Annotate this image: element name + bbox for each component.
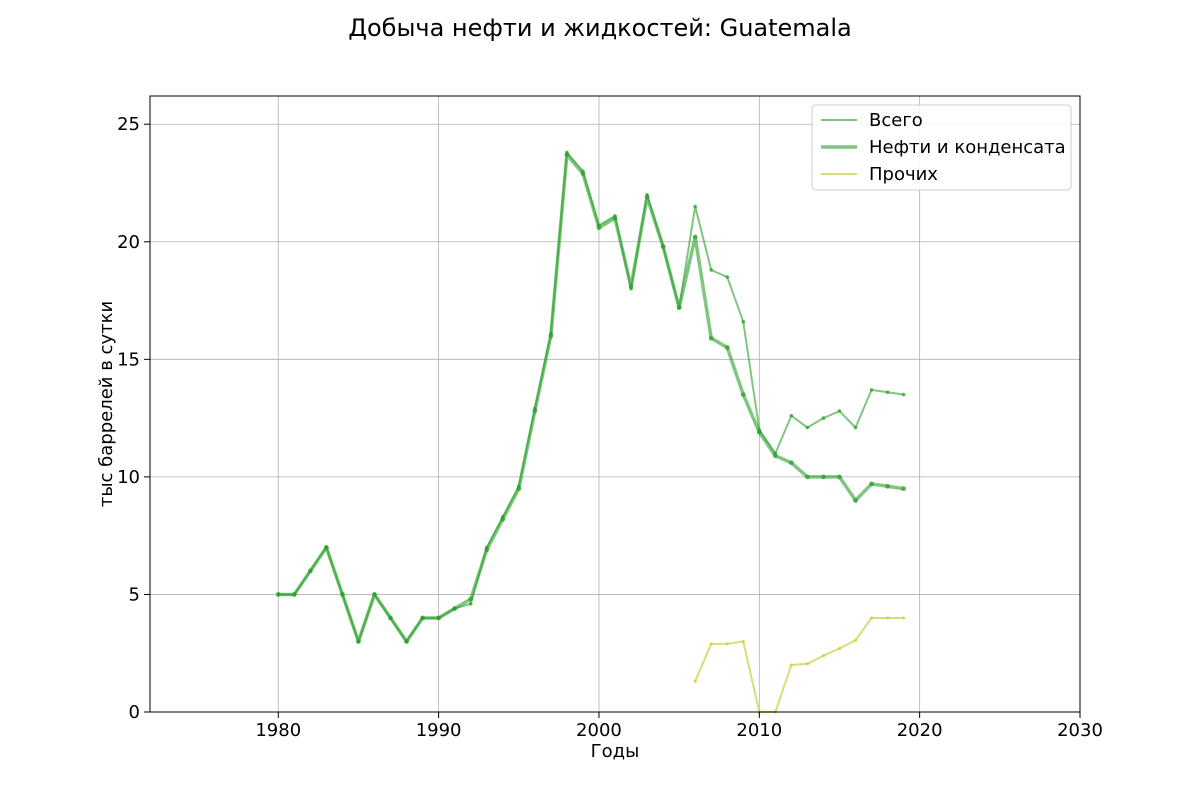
chart-title: Добыча нефти и жидкостей: Guatemala bbox=[348, 14, 852, 42]
data-point bbox=[564, 152, 570, 158]
data-point bbox=[837, 646, 842, 651]
series-layer bbox=[275, 150, 907, 714]
x-tick-label: 2020 bbox=[897, 720, 943, 741]
data-point bbox=[869, 616, 874, 620]
data-point bbox=[837, 474, 842, 480]
data-point bbox=[885, 390, 890, 395]
data-point bbox=[869, 388, 874, 392]
data-point bbox=[708, 335, 714, 341]
x-tick-label: 1980 bbox=[255, 720, 301, 741]
data-point bbox=[902, 616, 906, 620]
data-point bbox=[725, 275, 730, 279]
data-point bbox=[340, 592, 345, 597]
data-point bbox=[468, 596, 474, 602]
data-point bbox=[805, 474, 810, 480]
data-point bbox=[805, 662, 810, 666]
data-point bbox=[372, 592, 377, 597]
data-point bbox=[756, 429, 762, 435]
data-point bbox=[805, 425, 810, 430]
data-point bbox=[885, 616, 890, 620]
data-point bbox=[500, 516, 506, 522]
data-point bbox=[741, 319, 746, 324]
x-tick-label: 2030 bbox=[1057, 720, 1103, 741]
data-point bbox=[788, 460, 794, 466]
data-point bbox=[307, 568, 313, 574]
legend-box bbox=[811, 104, 1072, 191]
y-tick-label: 25 bbox=[117, 114, 140, 135]
y-tick-label: 0 bbox=[129, 702, 140, 723]
data-point bbox=[853, 425, 858, 430]
data-point bbox=[676, 305, 682, 311]
data-point bbox=[901, 392, 906, 397]
data-point bbox=[532, 408, 538, 414]
data-point bbox=[709, 642, 713, 646]
data-point bbox=[660, 244, 666, 249]
y-tick-label: 5 bbox=[129, 584, 140, 605]
data-point bbox=[580, 171, 586, 176]
data-point bbox=[693, 679, 697, 684]
data-point bbox=[692, 234, 698, 240]
legend: Всего Нефти и конденсата Прочих bbox=[811, 104, 1072, 191]
data-point bbox=[741, 639, 745, 644]
data-point bbox=[724, 345, 730, 350]
data-point bbox=[323, 545, 329, 550]
data-point bbox=[725, 642, 729, 646]
data-point bbox=[484, 547, 490, 553]
y-tick-label: 10 bbox=[117, 467, 140, 488]
data-point bbox=[275, 592, 281, 597]
data-point bbox=[548, 333, 554, 339]
y-axis-label: тыс баррелей в сутки bbox=[96, 301, 117, 507]
data-point bbox=[789, 663, 793, 667]
data-point bbox=[356, 639, 361, 644]
data-point bbox=[789, 413, 794, 418]
data-point bbox=[772, 453, 778, 459]
legend-label: Нефти и конденсата bbox=[869, 137, 1066, 158]
data-point bbox=[612, 215, 618, 221]
plot-frame bbox=[149, 95, 1081, 713]
x-axis-label: Годы bbox=[591, 741, 640, 762]
data-point bbox=[693, 204, 697, 209]
data-point bbox=[404, 639, 409, 644]
data-point bbox=[885, 483, 890, 489]
data-point bbox=[291, 592, 297, 597]
series-line-0 bbox=[278, 151, 904, 643]
legend-label: Всего bbox=[869, 110, 923, 131]
data-point bbox=[452, 606, 458, 611]
data-point bbox=[837, 409, 842, 413]
data-point bbox=[388, 615, 393, 621]
x-tick-label: 2000 bbox=[576, 720, 622, 741]
legend-label: Прочих bbox=[869, 164, 938, 185]
y-tick-label: 15 bbox=[117, 349, 140, 370]
data-point bbox=[709, 268, 714, 272]
series-line-2 bbox=[694, 616, 904, 713]
data-point bbox=[516, 486, 522, 492]
ticks: 1980 1990 2000 2010 2020 2030 0 5 10 15 20 25 bbox=[117, 114, 1103, 741]
data-point bbox=[853, 638, 858, 642]
data-point bbox=[821, 416, 826, 420]
data-point bbox=[901, 486, 907, 492]
series-line-1 bbox=[278, 153, 904, 644]
y-tick-label: 20 bbox=[117, 232, 140, 253]
x-tick-label: 1990 bbox=[416, 720, 462, 741]
data-point bbox=[821, 653, 826, 658]
data-point bbox=[740, 392, 746, 397]
data-point bbox=[468, 602, 473, 606]
data-point bbox=[644, 194, 650, 200]
x-tick-label: 2010 bbox=[736, 720, 782, 741]
data-point bbox=[821, 474, 826, 480]
data-point bbox=[436, 615, 442, 621]
data-point bbox=[420, 615, 425, 621]
data-point bbox=[869, 481, 874, 487]
data-point bbox=[596, 225, 602, 231]
data-point bbox=[853, 497, 858, 503]
data-point bbox=[628, 284, 634, 289]
